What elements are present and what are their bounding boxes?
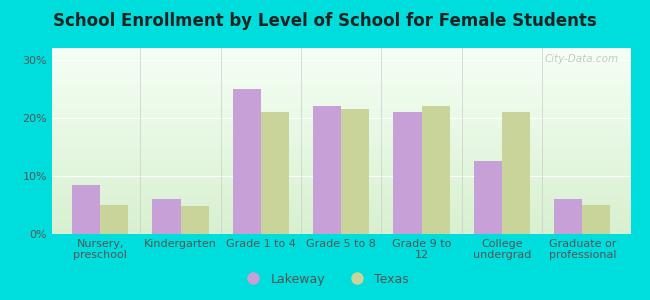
Bar bbox=[153, 199, 181, 234]
Bar bbox=[233, 89, 261, 234]
Bar bbox=[313, 106, 341, 234]
Bar bbox=[582, 205, 610, 234]
Bar bbox=[422, 106, 450, 234]
Bar bbox=[554, 199, 582, 234]
Bar bbox=[341, 109, 369, 234]
Bar bbox=[181, 206, 209, 234]
Text: City-Data.com: City-Data.com bbox=[545, 54, 619, 64]
Bar bbox=[474, 161, 502, 234]
Bar bbox=[502, 112, 530, 234]
Bar bbox=[393, 112, 422, 234]
Bar bbox=[261, 112, 289, 234]
Bar bbox=[100, 205, 128, 234]
Text: School Enrollment by Level of School for Female Students: School Enrollment by Level of School for… bbox=[53, 12, 597, 30]
Bar bbox=[72, 184, 100, 234]
Legend: Lakeway, Texas: Lakeway, Texas bbox=[236, 268, 414, 291]
